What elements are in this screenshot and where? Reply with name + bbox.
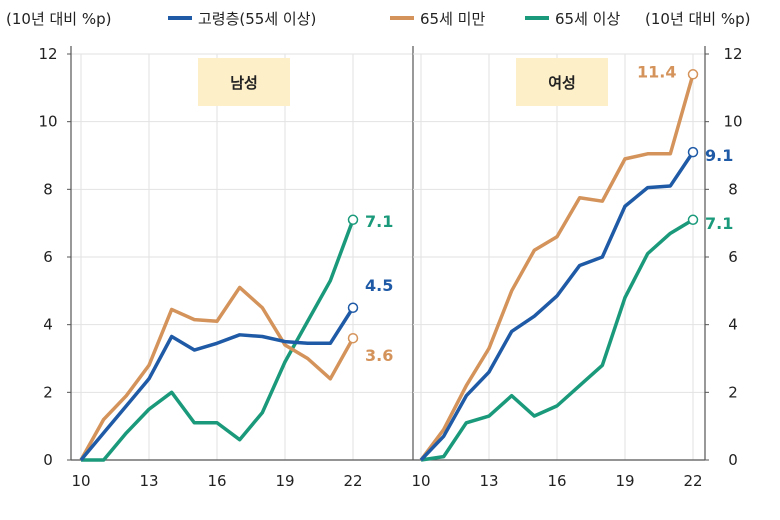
series-line bbox=[79, 285, 355, 461]
end-point-marker bbox=[347, 214, 359, 226]
y-tick-label: 4 bbox=[43, 316, 53, 334]
series-line bbox=[81, 219, 355, 462]
x-tick-label: 16 bbox=[207, 472, 226, 490]
x-tick-label: 10 bbox=[71, 472, 90, 490]
panel-label-box bbox=[198, 58, 290, 106]
y-tick-label: 10 bbox=[38, 113, 57, 131]
panel-female: 0 2 4 6 8 10 12 10 13 16 19 22 여성 7.1 11.4 9.1 bbox=[411, 45, 742, 490]
end-value-label: 3.6 bbox=[365, 346, 393, 365]
y-tick-label: 2 bbox=[43, 383, 53, 401]
end-point-marker bbox=[687, 69, 699, 80]
panel-male: 0 2 4 6 8 10 12 10 13 16 19 22 남성 7.1 3.6 4.5 bbox=[38, 45, 414, 490]
end-value-label: 9.1 bbox=[705, 146, 733, 165]
panel-title: 여성 bbox=[548, 74, 576, 92]
x-tick-label: 19 bbox=[275, 472, 294, 490]
y-tick-label: 0 bbox=[43, 451, 53, 469]
legend-label: 65세 이상 bbox=[555, 10, 620, 28]
x-tick-label: 16 bbox=[547, 472, 566, 490]
left-y-unit: (10년 대비 %p) bbox=[6, 10, 112, 28]
x-tick-label: 22 bbox=[343, 472, 362, 490]
y-tick-label: 2 bbox=[728, 383, 738, 401]
x-tick-label: 22 bbox=[683, 472, 702, 490]
y-tick-label: 8 bbox=[43, 180, 53, 198]
y-tick-label: 6 bbox=[43, 248, 53, 266]
panel-title: 남성 bbox=[230, 74, 258, 92]
series-line bbox=[419, 151, 695, 462]
end-point-marker bbox=[687, 214, 699, 226]
end-value-label: 7.1 bbox=[365, 212, 393, 231]
end-value-label: 11.4 bbox=[637, 62, 676, 81]
y-tick-label: 8 bbox=[728, 180, 738, 198]
y-tick-label: 12 bbox=[723, 45, 742, 63]
y-tick-label: 10 bbox=[723, 113, 742, 131]
y-tick-label: 6 bbox=[728, 248, 738, 266]
y-tick-label: 0 bbox=[728, 451, 738, 469]
x-tick-label: 10 bbox=[411, 472, 430, 490]
end-point-marker bbox=[347, 302, 359, 313]
series-line bbox=[420, 218, 694, 462]
panel-label-box bbox=[516, 58, 608, 106]
legend-label: 65세 미만 bbox=[420, 10, 485, 28]
end-value-label: 4.5 bbox=[365, 276, 393, 295]
right-y-unit: (10년 대비 %p) bbox=[645, 10, 751, 28]
legend: 고령층(55세 이상) 65세 미만 65세 이상 bbox=[168, 10, 620, 28]
x-tick-label: 19 bbox=[615, 472, 634, 490]
x-tick-label: 13 bbox=[479, 472, 498, 490]
series-line bbox=[419, 73, 695, 462]
y-tick-label: 12 bbox=[38, 45, 57, 63]
series-line bbox=[79, 306, 355, 462]
y-tick-label: 4 bbox=[728, 316, 738, 334]
end-value-label: 7.1 bbox=[705, 214, 733, 233]
end-point-marker bbox=[687, 146, 699, 158]
x-tick-label: 13 bbox=[139, 472, 158, 490]
end-point-marker bbox=[347, 332, 359, 344]
legend-label: 고령층(55세 이상) bbox=[198, 10, 316, 28]
